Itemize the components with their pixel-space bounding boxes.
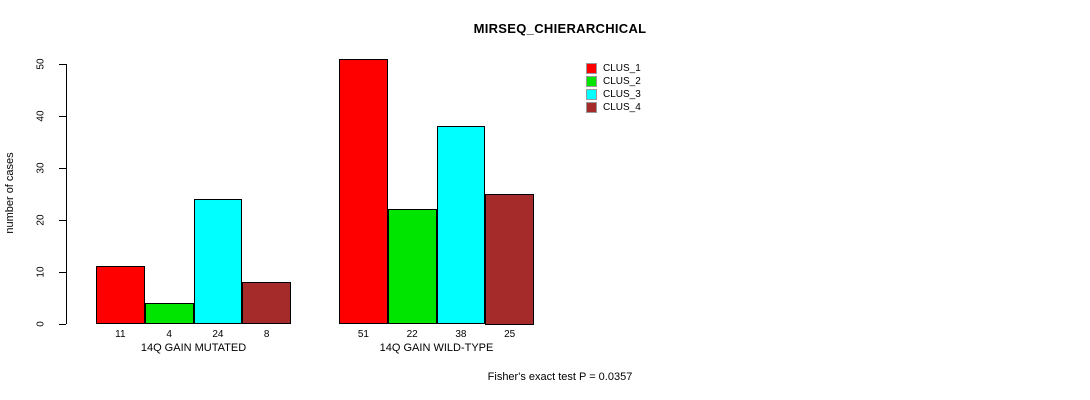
bar-CLUS_1-14q-gain-mutated [96,266,145,325]
y-tick [59,271,66,273]
legend-item-clus_4: CLUS_4 [586,101,641,114]
legend-swatch-clus_1 [586,63,597,74]
bar-CLUS_1-14q-gain-wild-type [339,58,388,325]
y-tick [59,323,66,325]
y-tick-label: 40 [35,110,47,122]
legend: CLUS_1 CLUS_2 CLUS_3 CLUS_4 [586,62,641,114]
y-tick-label: 20 [35,214,47,226]
y-tick [59,219,66,221]
legend-swatch-clus_2 [586,76,597,87]
y-axis-title: number of cases [4,152,16,234]
y-tick-label: 0 [35,320,47,327]
bar-value-label: 24 [212,329,224,340]
y-tick-label: 30 [35,162,47,174]
legend-item-clus_3: CLUS_3 [586,88,641,101]
legend-swatch-clus_3 [586,89,597,100]
y-tick [59,64,66,65]
bar-CLUS_3-14q-gain-wild-type [436,126,486,325]
legend-label: CLUS_4 [603,102,641,113]
bar-CLUS_2-14q-gain-wild-type [387,209,437,325]
chart-title: MIRSEQ_CHIERARCHICAL [473,21,647,36]
category-label: 14Q GAIN MUTATED [140,342,247,354]
legend-label: CLUS_3 [603,89,641,100]
y-tick-label: 10 [35,266,47,278]
bar-value-label: 11 [115,329,126,340]
bar-value-label: 25 [504,329,516,340]
bar-CLUS_4-14q-gain-wild-type [485,193,534,325]
y-tick-label: 50 [35,58,47,70]
y-tick [59,167,66,169]
y-axis-line [66,64,67,324]
legend-item-clus_1: CLUS_1 [586,62,641,75]
legend-swatch-clus_4 [586,102,597,113]
y-tick [59,115,66,117]
bar-value-label: 4 [166,329,172,340]
legend-item-clus_2: CLUS_2 [586,75,641,88]
category-label: 14Q GAIN WILD-TYPE [379,342,494,354]
bar-CLUS_2-14q-gain-mutated [144,302,194,325]
bar-value-label: 51 [357,329,369,340]
bar-value-label: 8 [263,329,270,340]
annotation-text: Fisher's exact test P = 0.0357 [487,371,633,383]
legend-label: CLUS_1 [603,63,641,74]
bar-value-label: 38 [455,329,467,340]
bar-value-label: 22 [406,329,418,340]
legend-label: CLUS_2 [603,76,641,87]
bar-CLUS_4-14q-gain-mutated [242,281,291,325]
bar-CLUS_3-14q-gain-mutated [193,198,243,325]
